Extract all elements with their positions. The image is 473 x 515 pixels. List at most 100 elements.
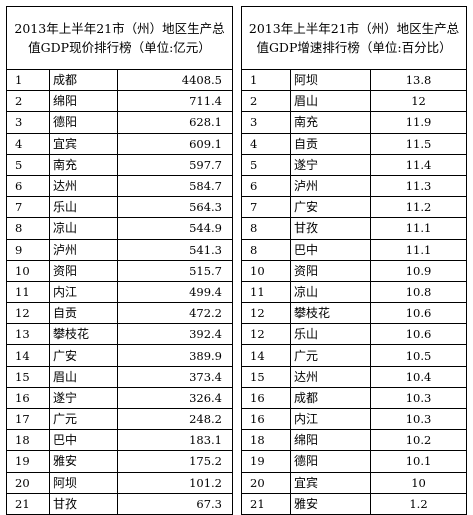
value-cell: 10.4	[369, 365, 468, 388]
table-row: 1 成都 4408.5	[6, 68, 233, 92]
rank-cell: 7	[6, 196, 50, 219]
city-cell: 宜宾	[49, 132, 118, 155]
table-row: 11 凉山 10.8	[241, 280, 468, 304]
table-title-row: 2013年上半年21市（州）地区生产总值GDP现价排行榜（单位:亿元）	[6, 6, 233, 70]
value-cell: 183.1	[117, 429, 233, 452]
city-cell: 巴中	[49, 429, 118, 452]
value-cell: 392.4	[117, 323, 233, 346]
value-cell: 472.2	[117, 302, 233, 325]
value-cell: 67.3	[117, 492, 233, 515]
value-cell: 12	[369, 90, 468, 113]
rank-cell: 15	[6, 365, 50, 388]
city-cell: 广元	[49, 407, 118, 431]
rank-cell: 12	[6, 302, 50, 325]
city-cell: 凉山	[290, 280, 371, 304]
city-cell: 乐山	[290, 323, 371, 346]
value-cell: 11.3	[369, 174, 468, 198]
value-cell: 4408.5	[117, 68, 233, 92]
table-row: 5 遂宁 11.4	[241, 153, 468, 176]
rank-cell: 16	[241, 386, 291, 410]
value-cell: 597.7	[117, 153, 233, 176]
value-cell: 10.6	[369, 323, 468, 346]
rank-cell: 8	[241, 238, 291, 261]
table-row: 12 乐山 10.6	[241, 323, 468, 346]
rank-cell: 19	[241, 450, 291, 473]
value-cell: 11.9	[369, 111, 468, 134]
table-row: 8 甘孜 11.1	[241, 217, 468, 240]
value-cell: 13.8	[369, 68, 468, 92]
table-row: 6 达州 584.7	[6, 174, 233, 198]
table-row: 7 广安 11.2	[241, 196, 468, 219]
city-cell: 德阳	[290, 450, 371, 473]
table-row: 5 南充 597.7	[6, 153, 233, 176]
rank-cell: 21	[241, 492, 291, 515]
city-cell: 攀枝花	[49, 323, 118, 346]
rank-cell: 5	[241, 153, 291, 176]
table-row: 2 眉山 12	[241, 90, 468, 113]
value-cell: 10.9	[369, 259, 468, 282]
table-row: 16 成都 10.3	[241, 386, 468, 410]
value-cell: 541.3	[117, 238, 233, 261]
table-row: 19 德阳 10.1	[241, 450, 468, 473]
table-row: 16 内江 10.3	[241, 407, 468, 431]
rank-cell: 1	[6, 68, 50, 92]
rank-cell: 2	[6, 90, 50, 113]
gdp-value-ranking-table: 2013年上半年21市（州）地区生产总值GDP现价排行榜（单位:亿元） 1 成都 4…	[6, 6, 233, 515]
city-cell: 自贡	[290, 132, 371, 155]
table-row: 18 绵阳 10.2	[241, 429, 468, 452]
table-row: 15 达州 10.4	[241, 365, 468, 388]
city-cell: 广元	[290, 344, 371, 367]
value-cell: 10.6	[369, 302, 468, 325]
rank-cell: 12	[241, 323, 291, 346]
city-cell: 眉山	[290, 90, 371, 113]
table-row: 21 甘孜 67.3	[6, 492, 233, 515]
rank-cell: 6	[6, 174, 50, 198]
city-cell: 泸州	[49, 238, 118, 261]
table-row: 15 眉山 373.4	[6, 365, 233, 388]
city-cell: 遂宁	[290, 153, 371, 176]
rank-cell: 14	[6, 344, 50, 367]
city-cell: 达州	[49, 174, 118, 198]
city-cell: 南充	[290, 111, 371, 134]
rank-cell: 12	[241, 302, 291, 325]
rank-cell: 13	[6, 323, 50, 346]
rank-cell: 5	[6, 153, 50, 176]
city-cell: 攀枝花	[290, 302, 371, 325]
city-cell: 内江	[49, 280, 118, 304]
rank-cell: 6	[241, 174, 291, 198]
rank-cell: 19	[6, 450, 50, 473]
rank-cell: 3	[6, 111, 50, 134]
value-cell: 10.5	[369, 344, 468, 367]
table-row: 18 巴中 183.1	[6, 429, 233, 452]
rank-cell: 10	[6, 259, 50, 282]
rank-cell: 14	[241, 344, 291, 367]
rank-cell: 1	[241, 68, 291, 92]
table-row: 19 雅安 175.2	[6, 450, 233, 473]
value-cell: 248.2	[117, 407, 233, 431]
city-cell: 资阳	[290, 259, 371, 282]
value-cell: 10.3	[369, 386, 468, 410]
rank-cell: 17	[6, 407, 50, 431]
table-row: 11 内江 499.4	[6, 280, 233, 304]
rank-cell: 3	[241, 111, 291, 134]
value-cell: 584.7	[117, 174, 233, 198]
table-row: 17 广元 248.2	[6, 407, 233, 431]
city-cell: 成都	[290, 386, 371, 410]
rank-cell: 4	[241, 132, 291, 155]
table-row: 10 资阳 515.7	[6, 259, 233, 282]
gdp-growth-ranking-table: 2013年上半年21市（州）地区生产总值GDP增速排行榜（单位:百分比） 1 阿坝…	[240, 6, 468, 515]
value-cell: 11.5	[369, 132, 468, 155]
rank-cell: 7	[241, 196, 291, 219]
rank-cell: 16	[6, 386, 50, 410]
table-row: 16 遂宁 326.4	[6, 386, 233, 410]
city-cell: 雅安	[49, 450, 118, 473]
table-row: 14 广安 389.9	[6, 344, 233, 367]
city-cell: 巴中	[290, 238, 371, 261]
value-cell: 326.4	[117, 386, 233, 410]
city-cell: 凉山	[49, 217, 118, 240]
value-cell: 609.1	[117, 132, 233, 155]
table-row: 3 德阳 628.1	[6, 111, 233, 134]
table-row: 1 阿坝 13.8	[241, 68, 468, 92]
rank-cell: 15	[241, 365, 291, 388]
value-cell: 544.9	[117, 217, 233, 240]
